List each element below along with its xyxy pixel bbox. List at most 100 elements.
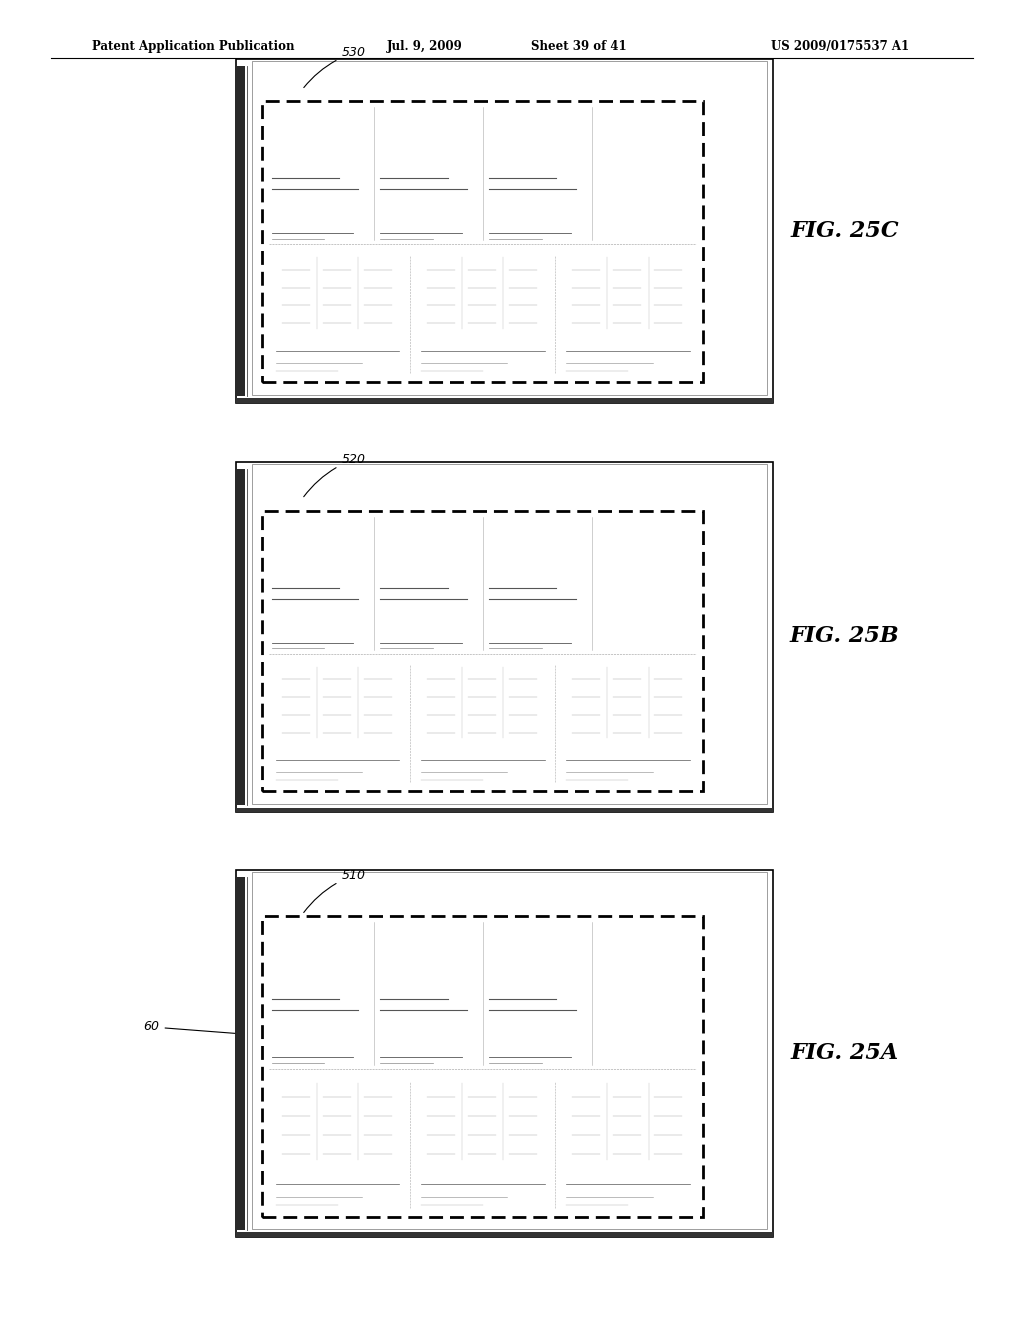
Bar [236,808,773,812]
Bar [328,527,347,532]
Bar [360,279,395,292]
Bar [610,260,645,273]
Bar [271,1016,310,1036]
Bar [568,688,604,701]
Bar [360,1106,395,1121]
Bar [651,705,686,718]
Bar [465,1106,500,1121]
Bar [326,524,349,544]
Bar [274,131,293,137]
Text: FIG. 25C: FIG. 25C [791,220,899,242]
Bar [273,566,298,577]
Bar [383,948,402,954]
Text: Jul. 9, 2009: Jul. 9, 2009 [387,40,463,53]
Bar [520,566,544,577]
Bar [598,1043,655,1055]
Bar [489,564,585,579]
Bar [651,669,686,684]
Bar [492,1030,525,1035]
Bar [598,607,655,618]
Bar [319,1086,354,1101]
Bar [434,929,458,952]
Bar [549,974,572,987]
Bar [434,524,458,544]
Bar [566,257,689,329]
Bar [360,1144,395,1159]
Bar [319,1106,354,1121]
Bar [465,314,500,327]
Bar [518,119,538,125]
Bar [568,1125,604,1139]
Bar [506,314,541,327]
Bar [273,1020,308,1027]
Bar [302,156,327,168]
Bar [610,688,645,701]
Bar [610,1125,645,1139]
Bar [489,1016,527,1036]
Text: US 2009/0175537 A1: US 2009/0175537 A1 [771,40,908,53]
Bar [316,616,351,622]
Bar [424,669,459,684]
Bar [424,688,459,701]
Bar [319,669,354,684]
Bar [236,469,245,805]
Bar [360,669,395,684]
Bar [516,116,540,137]
Bar [492,616,525,622]
Bar [516,527,540,548]
Bar [516,932,540,954]
Bar [382,199,417,205]
Bar [489,119,513,140]
Bar [279,688,313,701]
Bar [382,1030,417,1035]
Bar [440,566,464,577]
Bar [271,529,296,550]
Bar [436,125,456,131]
Bar [279,279,313,292]
Bar [326,929,349,952]
Bar [252,871,767,1229]
Bar [360,723,395,737]
Bar [424,705,459,718]
Bar [301,945,319,952]
Bar [421,667,545,738]
Bar [271,194,310,214]
Bar [279,1125,313,1139]
Bar [489,935,513,957]
Bar [532,605,570,623]
Bar [532,194,570,214]
Bar [546,536,564,541]
Bar [236,1233,773,1237]
Text: FIG. 25A: FIG. 25A [791,1043,899,1064]
Bar [412,156,435,168]
Bar [434,114,458,135]
Bar [546,932,564,939]
Bar [271,935,296,957]
Bar [651,688,686,701]
Bar [383,121,402,128]
Bar [489,529,513,550]
Bar [274,541,293,546]
Bar [381,153,476,170]
Bar [598,966,655,978]
Bar [465,1125,500,1139]
Bar [492,206,525,213]
Bar [426,206,460,213]
Bar [506,688,541,701]
Bar [274,532,293,539]
Bar [301,539,319,544]
Text: 510: 510 [304,869,366,912]
Bar [328,932,347,939]
Bar [314,1016,353,1036]
Bar [651,723,686,737]
Bar [301,119,319,125]
Text: Patent Application Publication: Patent Application Publication [92,40,295,53]
Bar [568,669,604,684]
Bar [328,125,347,131]
Bar [465,279,500,292]
Bar [319,1125,354,1139]
Bar [546,527,564,532]
Bar [236,878,245,1229]
Bar [651,1086,686,1101]
Bar [489,153,585,170]
